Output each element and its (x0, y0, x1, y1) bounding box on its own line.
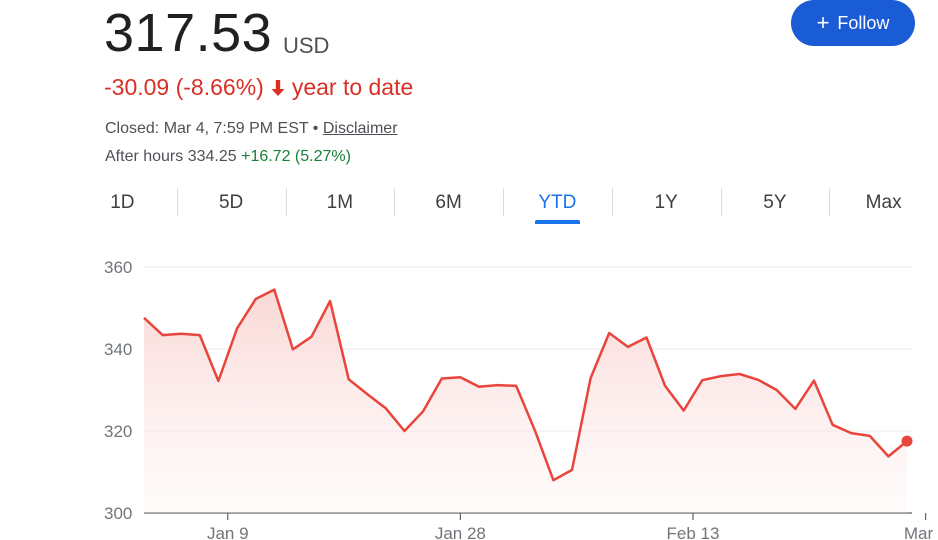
x-tick-label: Jan 9 (207, 524, 249, 540)
change-period: year to date (291, 74, 414, 100)
tab-label: YTD (538, 192, 577, 213)
currency-label: USD (283, 33, 330, 58)
x-tick-label: Mar 4 (904, 524, 938, 540)
last-price-point (901, 435, 913, 447)
after-hours: After hours 334.25 +16.72 (5.27%) (105, 148, 351, 166)
disclaimer-link[interactable]: Disclaimer (322, 120, 398, 137)
price-chart[interactable]: 300 320 340 360 Jan 9 Jan 28 Feb 13 Mar 4 (0, 240, 938, 540)
tab-5y[interactable]: 5Y (720, 186, 830, 220)
tab-ytd[interactable]: YTD (503, 186, 612, 224)
tab-1y[interactable]: 1Y (611, 186, 721, 220)
tab-label: 1M (326, 192, 354, 213)
change-value: -30.09 (-8.66%) (104, 74, 264, 100)
tab-label: 1Y (654, 192, 678, 213)
price-line (143, 288, 908, 482)
after-hours-change: +16.72 (5.27%) (241, 148, 351, 165)
tab-label: 6M (435, 192, 462, 213)
stock-price: 317.53 (104, 3, 273, 63)
follow-button-label: Follow (837, 12, 890, 33)
tab-max[interactable]: Max (829, 186, 938, 220)
tab-1m[interactable]: 1M (285, 186, 395, 220)
tab-1d[interactable]: 1D (68, 186, 177, 220)
price-area (144, 289, 907, 513)
tab-5d[interactable]: 5D (176, 186, 286, 220)
y-tick-label: 300 (104, 504, 132, 523)
tab-label: 5Y (763, 192, 787, 213)
market-status: Closed: Mar 4, 7:59 PM EST • Disclaimer (105, 120, 398, 138)
x-tick-label: Feb 13 (667, 524, 720, 540)
tab-label: Max (865, 192, 902, 213)
tab-label: 5D (218, 192, 244, 213)
closed-time: Closed: Mar 4, 7:59 PM EST (105, 120, 309, 137)
follow-button[interactable]: + Follow (791, 0, 915, 46)
y-tick-label: 340 (104, 340, 132, 359)
separator-dot: • (312, 120, 319, 137)
tab-6m[interactable]: 6M (394, 186, 503, 220)
tab-label: 1D (110, 192, 135, 213)
range-tabs: 1D 5D 1M 6M YTD 1Y 5Y Max (68, 186, 938, 226)
arrow-down-icon (271, 79, 285, 96)
after-hours-price: After hours 334.25 (105, 148, 237, 165)
y-tick-label: 360 (104, 258, 132, 277)
x-tick-label: Jan 28 (435, 524, 486, 540)
ytd-change: -30.09 (-8.66%) year to date (104, 74, 413, 101)
plus-icon: + (816, 10, 830, 35)
y-tick-label: 320 (104, 422, 132, 441)
